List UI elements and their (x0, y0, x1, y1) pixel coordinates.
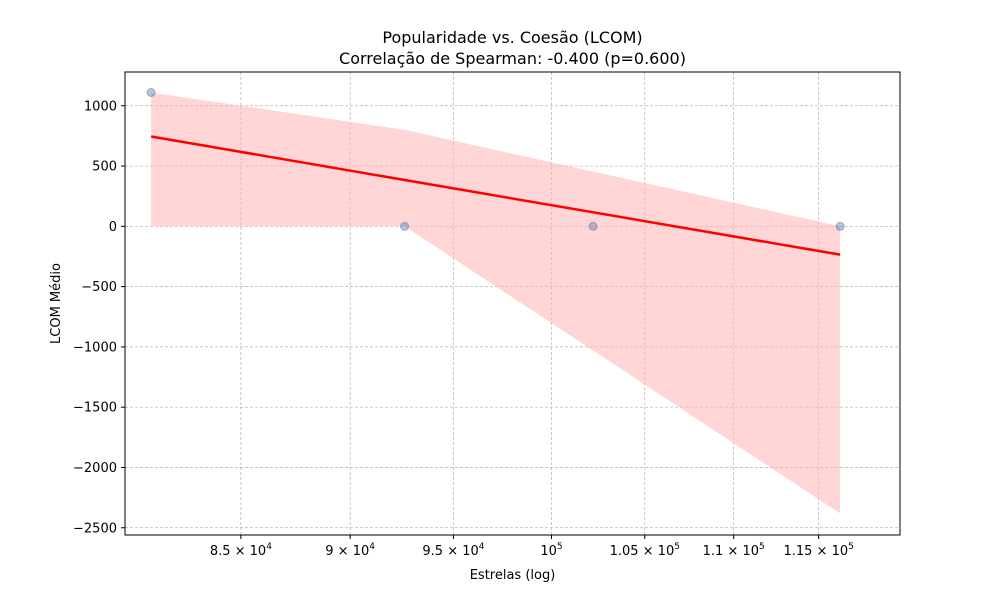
y-tick-label: 0 (109, 220, 117, 235)
regression-line-layer (150, 135, 841, 256)
y-axis-ticks: 1000 500 0 −500 −1000 −1500 −2000 −2500 (73, 99, 125, 536)
y-tick-label: −1500 (73, 401, 117, 416)
x-tick-label: 1.15 × 105 (783, 542, 853, 559)
y-tick-label: −2500 (73, 521, 117, 536)
y-axis-label: LCOM Médio (49, 263, 64, 344)
plot-frame (124, 71, 901, 536)
data-point (400, 221, 410, 231)
y-tick-label: 500 (92, 160, 117, 175)
y-tick-label: −2000 (73, 461, 117, 476)
data-point (835, 221, 845, 231)
x-tick-label: 9 × 104 (325, 542, 375, 559)
data-point (588, 221, 598, 231)
regression-line (150, 135, 841, 256)
x-tick-label: 8.5 × 104 (210, 542, 272, 559)
x-tick-label: 1.1 × 105 (703, 542, 765, 559)
y-tick-label: −1000 (73, 340, 117, 355)
x-tick-label: 9.5 × 104 (422, 542, 484, 559)
y-tick-label: −500 (81, 280, 117, 295)
confidence-band-layer (151, 92, 841, 514)
x-tick-label: 105 (540, 542, 562, 559)
data-point (146, 87, 156, 97)
chart-title: Popularidade vs. Coesão (LCOM) (382, 28, 642, 47)
x-tick-label: 1.05 × 105 (610, 542, 680, 559)
x-axis-label: Estrelas (log) (470, 568, 556, 583)
y-tick-label: 1000 (84, 99, 117, 114)
chart-subtitle: Correlação de Spearman: -0.400 (p=0.600) (339, 49, 686, 68)
confidence-band (151, 92, 841, 514)
scatter-points (146, 87, 845, 231)
x-axis-ticks: 8.5 × 104 9 × 104 9.5 × 104 105 1.05 × 105 1.… (210, 535, 854, 559)
